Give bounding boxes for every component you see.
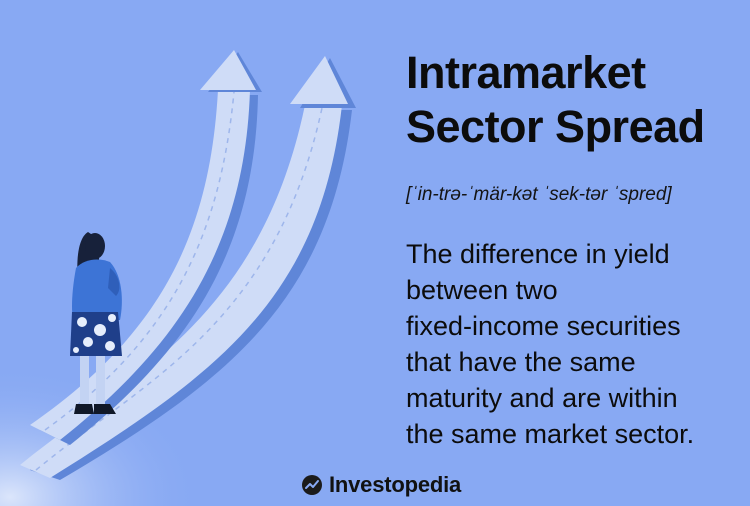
term-title-line: Intramarket [406,47,646,98]
definition-line: the same market sector. [406,419,695,449]
brand-name: Investopedia [329,472,462,497]
definition-line: that have the same [406,347,636,377]
definition-text: The difference in yield between two fixe… [406,236,736,452]
definition-line: The difference in yield [406,239,670,269]
pronunciation: [ˈin-trə-ˈmär-kət ˈsek-tər ˈspred] [406,184,672,205]
definition-line: between two [406,275,558,305]
arrow-right-icon [20,56,356,480]
term-title-line: Sector Spread [406,101,705,152]
definition-line: maturity and are within [406,383,678,413]
term-title: Intramarket Sector Spread [406,46,736,154]
illustration [0,50,356,506]
brand-logo: Investopedia [301,470,461,500]
definition-line: fixed-income securities [406,311,681,341]
person-figure [70,232,122,414]
investopedia-logo-icon [302,475,322,495]
arrow-left-icon [30,50,262,445]
